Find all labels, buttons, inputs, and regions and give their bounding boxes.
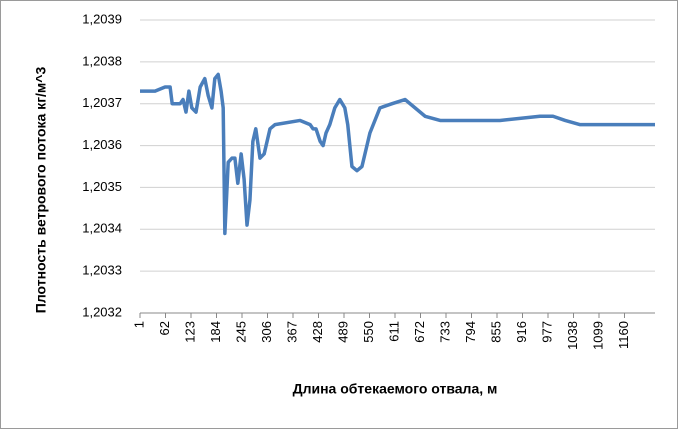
x-tick-label: 184 [208,321,223,343]
x-tick-label: 306 [259,321,274,343]
x-tick-label: 123 [182,321,197,343]
x-tick-label: 794 [463,321,478,343]
y-tick-label: 1,2039 [82,11,122,26]
x-tick-label: 855 [488,321,503,343]
y-tick-label: 1,2034 [82,221,122,236]
x-tick-label: 611 [386,321,401,342]
series-line [140,72,655,236]
y-tick-label: 1,2035 [82,179,122,194]
y-tick-label: 1,2036 [82,137,122,152]
x-axis-title: Длина обтекаемого отвала, м [293,381,498,397]
x-tick-label: 977 [539,321,554,343]
x-tick-label: 733 [437,321,452,343]
x-tick-label: 1 [131,321,146,328]
x-tick-label: 489 [335,321,350,343]
x-tick-label: 1099 [590,321,605,350]
y-tick-label: 1,2032 [82,304,122,319]
x-tick-label: 672 [412,321,427,343]
x-tick-label: 916 [514,321,529,343]
y-tick-label: 1,2038 [82,53,122,68]
y-axis-title: Плотность ветрового потока кг/м^3 [33,67,49,314]
x-tick-label: 62 [157,321,172,335]
x-tick-label: 1038 [565,321,580,350]
x-tick-label: 367 [284,321,299,343]
x-tick-label: 1160 [616,321,631,349]
x-tick-label: 550 [361,321,376,343]
y-tick-label: 1,2033 [82,263,122,278]
x-tick-label: 428 [310,321,325,343]
y-tick-label: 1,2037 [82,95,122,110]
x-tick-label: 245 [233,321,248,343]
